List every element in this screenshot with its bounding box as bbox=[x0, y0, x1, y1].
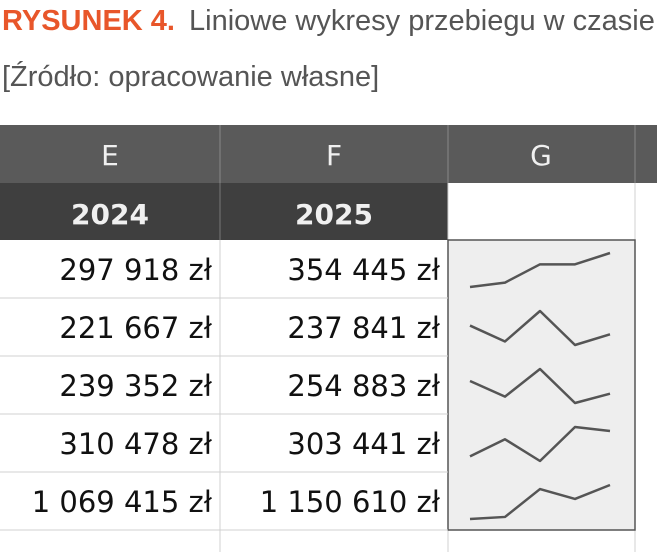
year-header: 2025 bbox=[295, 198, 373, 231]
sparkline bbox=[469, 425, 611, 463]
cell-value: 354 445 zł bbox=[287, 253, 440, 287]
cell-value: 310 478 zł bbox=[59, 427, 212, 461]
sparkline bbox=[469, 483, 611, 521]
year-header-bar bbox=[0, 183, 448, 240]
caption-line: RYSUNEK 4. Liniowe wykresy przebiegu w c… bbox=[2, 5, 655, 37]
cell-value: 237 841 zł bbox=[287, 311, 440, 345]
year-header: 2024 bbox=[71, 198, 149, 231]
sparkline bbox=[469, 251, 611, 289]
column-letter: F bbox=[326, 139, 342, 172]
cell-value: 303 441 zł bbox=[287, 427, 440, 461]
cell-value: 221 667 zł bbox=[59, 311, 212, 345]
sparkline bbox=[469, 367, 611, 405]
sparkline bbox=[469, 309, 611, 347]
column-header-bar bbox=[0, 125, 657, 183]
caption-source: [Źródło: opracowanie własne] bbox=[2, 60, 379, 93]
caption-label: RYSUNEK 4. bbox=[2, 5, 175, 37]
caption-title: Liniowe wykresy przebiegu w czasie bbox=[189, 5, 655, 37]
cell-value: 254 883 zł bbox=[287, 369, 440, 403]
cell-value: 239 352 zł bbox=[59, 369, 212, 403]
sparkline-range bbox=[447, 239, 636, 531]
column-letter: E bbox=[101, 139, 119, 172]
cell-value: 1 069 415 zł bbox=[32, 485, 213, 519]
cell-value: 297 918 zł bbox=[59, 253, 212, 287]
column-letter: G bbox=[530, 139, 552, 172]
cell-value: 1 150 610 zł bbox=[260, 485, 441, 519]
